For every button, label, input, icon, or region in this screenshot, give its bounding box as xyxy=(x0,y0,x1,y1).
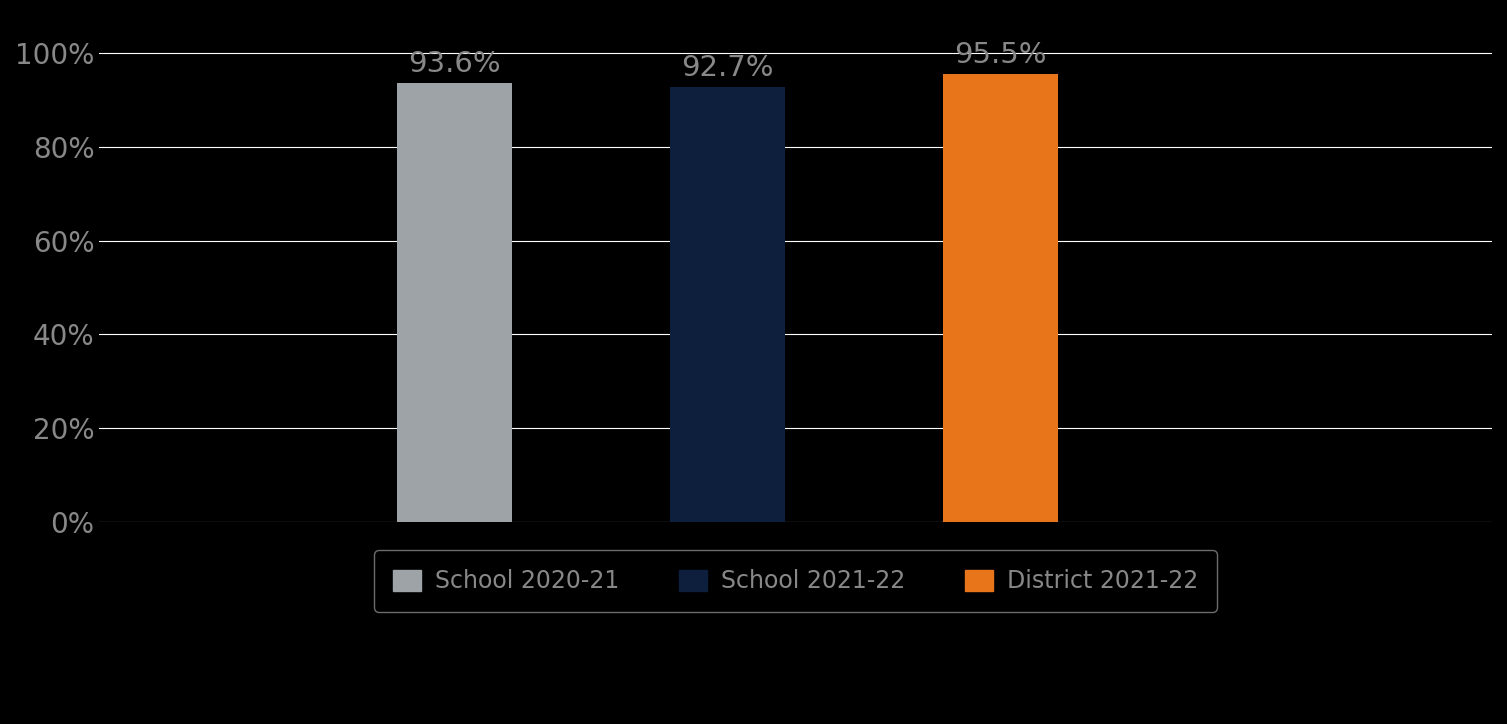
Bar xyxy=(943,74,1058,523)
Text: 95.5%: 95.5% xyxy=(954,41,1047,69)
Text: 93.6%: 93.6% xyxy=(408,50,500,78)
Legend: School 2020-21, School 2021-22, District 2021-22: School 2020-21, School 2021-22, District… xyxy=(374,550,1218,612)
Bar xyxy=(671,87,785,523)
Text: 92.7%: 92.7% xyxy=(681,54,773,83)
Bar xyxy=(396,83,511,523)
